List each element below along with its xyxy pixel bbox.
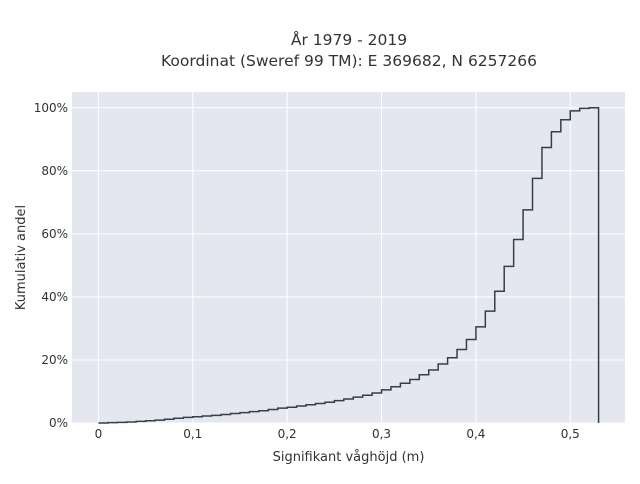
x-tick-label: 0,3 — [372, 427, 391, 441]
y-axis-title: Kumulativ andel — [14, 205, 29, 310]
x-tick-label: 0 — [95, 427, 103, 441]
y-tick-label: 80% — [41, 164, 68, 178]
x-tick-label: 0,4 — [466, 427, 485, 441]
plot-area — [72, 92, 625, 423]
y-tick-label: 0% — [49, 416, 68, 430]
cumulative-step-line — [98, 107, 600, 424]
y-axis-ticks: 0% 20% 40% 60% 80% 100% — [34, 101, 68, 430]
x-tick-label: 0,1 — [183, 427, 202, 441]
x-axis-title: Signifikant våghöjd (m) — [273, 450, 425, 465]
y-tick-label: 40% — [41, 290, 68, 304]
chart-title-line-2: Koordinat (Sweref 99 TM): E 369682, N 62… — [161, 52, 537, 70]
grid — [72, 92, 625, 424]
y-tick-label: 20% — [41, 353, 68, 367]
y-tick-label: 100% — [34, 101, 68, 115]
x-axis-ticks: 0 0,1 0,2 0,3 0,4 0,5 — [95, 427, 580, 441]
x-tick-label: 0,2 — [278, 427, 297, 441]
chart-title: År 1979 - 2019 Koordinat (Sweref 99 TM):… — [161, 30, 537, 70]
x-tick-label: 0,5 — [561, 427, 580, 441]
chart-title-line-1: År 1979 - 2019 — [291, 30, 407, 49]
y-tick-label: 60% — [41, 227, 68, 241]
